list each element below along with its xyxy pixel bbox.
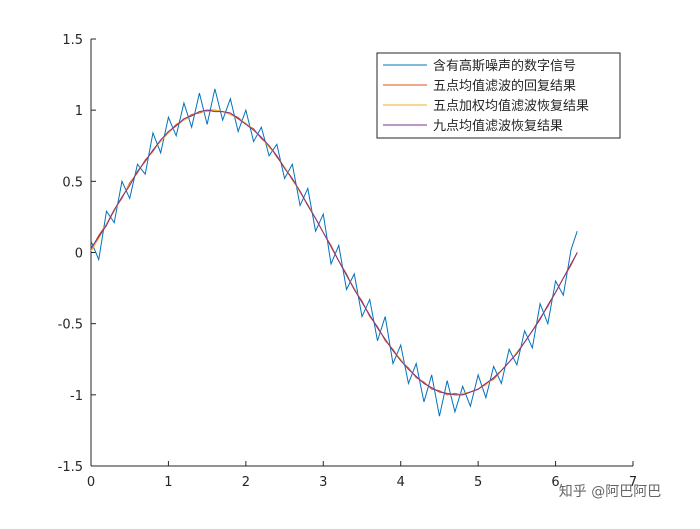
y-tick-label: 1 — [75, 104, 83, 119]
legend-box — [376, 52, 621, 139]
legend-label: 五点均值滤波的回复结果 — [433, 78, 576, 94]
legend-label: 五点加权均值滤波恢复结果 — [433, 98, 589, 114]
y-tick-label: 0.5 — [62, 175, 83, 190]
x-tick-label: 2 — [242, 475, 250, 490]
y-tick-label: -0.5 — [58, 318, 83, 333]
y-tick-label: -1.5 — [58, 460, 83, 475]
legend-label: 九点均值滤波恢复结果 — [433, 118, 563, 134]
x-tick-label: 4 — [397, 475, 405, 490]
legend-label: 含有高斯噪声的数字信号 — [433, 58, 576, 74]
y-tick-label: 0 — [75, 247, 83, 262]
x-tick-label: 7 — [629, 475, 637, 490]
watermark: 知乎 @阿巴阿巴 — [559, 483, 661, 500]
x-tick-label: 1 — [164, 475, 172, 490]
x-tick-label: 6 — [551, 475, 559, 490]
x-tick-label: 5 — [474, 475, 482, 490]
series-line — [90, 109, 578, 396]
y-tick-label: 1.5 — [62, 33, 83, 48]
x-tick-label: 0 — [87, 475, 95, 490]
x-tick-label: 3 — [319, 475, 327, 490]
y-tick-label: -1 — [70, 389, 83, 404]
